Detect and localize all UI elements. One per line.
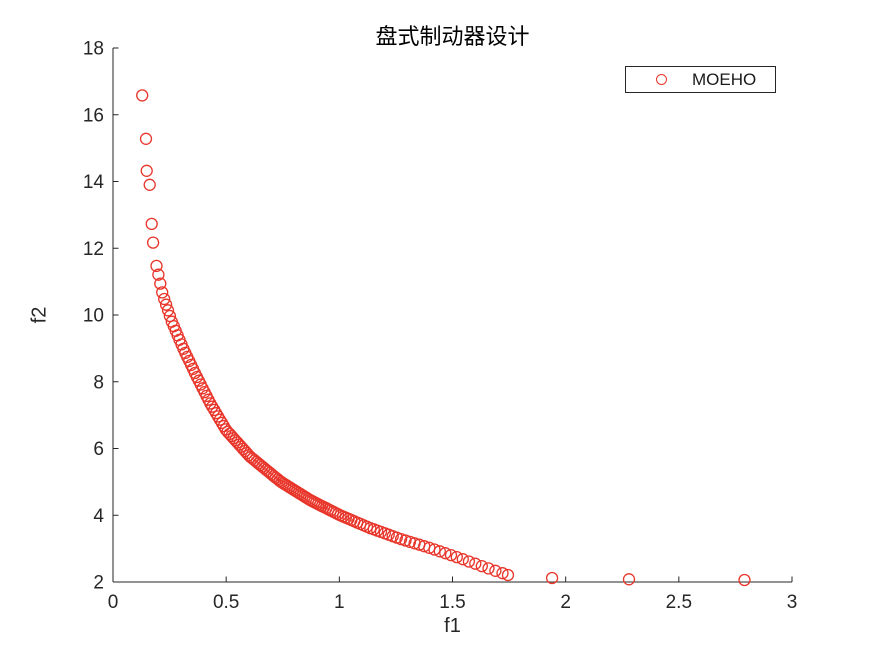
- y-tick-label: 16: [83, 105, 104, 126]
- scatter-point: [213, 413, 227, 426]
- scatter-point: [206, 400, 219, 413]
- y-tick-label: 8: [93, 372, 104, 393]
- scatter-point: [158, 292, 171, 306]
- x-tick-label: 3: [787, 592, 798, 613]
- scatter-point: [145, 217, 158, 231]
- scatter-point: [462, 555, 476, 568]
- x-tick-label: 0: [108, 592, 119, 613]
- y-tick-label: 10: [83, 306, 104, 327]
- legend-series-label: MOEHO: [692, 69, 757, 89]
- scatter-point: [146, 236, 160, 249]
- scatter-point: [154, 277, 167, 290]
- x-tick-label: 0.5: [213, 592, 239, 613]
- y-tick-label: 2: [93, 573, 104, 594]
- scatter-point: [159, 298, 173, 311]
- x-tick-label: 1: [334, 592, 345, 613]
- scatter-point: [469, 557, 482, 570]
- scatter-point: [456, 553, 469, 566]
- scatter-point: [444, 548, 458, 562]
- x-axis-label: f1: [444, 615, 461, 637]
- x-tick-label: 2.5: [666, 592, 692, 613]
- scatter-point: [215, 416, 229, 430]
- scatter-point: [545, 571, 559, 585]
- scatter-point: [439, 547, 452, 560]
- scatter-point: [139, 132, 153, 145]
- legend-open-circle-icon: [656, 74, 667, 85]
- y-tick-label: 6: [93, 439, 104, 460]
- scatter-point: [156, 286, 169, 299]
- x-tick-label: 2: [560, 592, 571, 613]
- x-tick-label: 1.5: [439, 592, 465, 613]
- scatter-point: [140, 164, 153, 177]
- chart-title: 盘式制动器设计: [375, 24, 530, 49]
- scatter-point: [489, 564, 502, 577]
- y-tick-label: 12: [83, 239, 104, 260]
- scatter-point: [143, 178, 156, 191]
- scatter-point: [403, 535, 417, 549]
- y-tick-label: 14: [83, 172, 105, 193]
- y-axis-label: f2: [28, 306, 51, 324]
- scatter-point: [136, 89, 149, 102]
- scatter-point: [209, 407, 223, 420]
- scatter-point: [428, 543, 441, 556]
- legend-box: MOEHO: [625, 66, 776, 93]
- scatter-point: [150, 259, 163, 273]
- scatter-point: [738, 573, 751, 587]
- y-tick-label: 18: [83, 39, 104, 60]
- scatter-point: [496, 567, 509, 580]
- y-tick-label: 4: [93, 506, 104, 527]
- scatter-point: [450, 550, 463, 564]
- scatter-point: [501, 568, 515, 582]
- scatter-point: [475, 559, 488, 573]
- scatter-point: [433, 545, 446, 558]
- scatter-point: [161, 304, 175, 317]
- scatter-point: [482, 562, 495, 575]
- scatter-point: [152, 268, 165, 281]
- scatter-point: [622, 573, 636, 586]
